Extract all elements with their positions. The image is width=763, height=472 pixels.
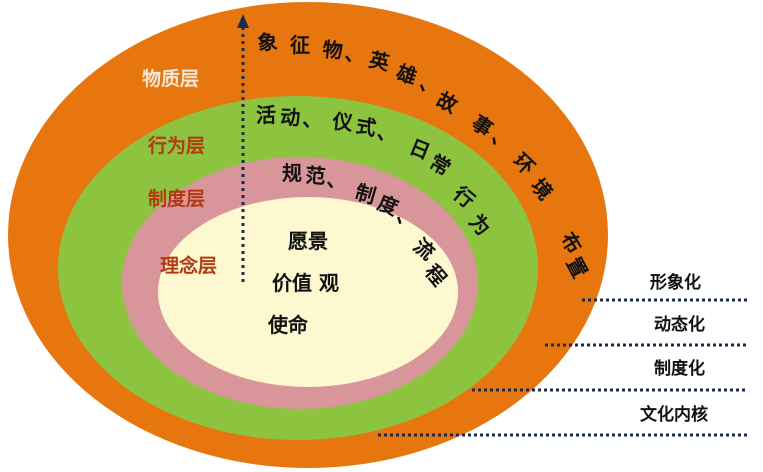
material-char: 象 [257,30,279,55]
values-text: 价值 观 [272,271,339,295]
concept-layer-content: 愿景 价值 观 使命 [267,229,339,337]
behavior-char: 活 [256,103,276,127]
tier-label-dynamic: 动态化 [654,314,705,335]
behavior-char: 动 [280,105,301,130]
material-char: 物 [321,37,343,63]
behavior-char: 仪 [330,109,354,135]
tier-labels: 形象化 动态化 制度化 文化内核 [378,272,748,437]
material-char: 、 [343,41,366,68]
behavior-layer-label: 行为层 [147,134,205,157]
institution-layer-label: 制度层 [148,187,205,210]
arrow-up-icon [237,14,249,28]
behavior-char: 式 [354,113,378,140]
vision-text: 愿景 [288,229,328,253]
institution-char: 范 [305,163,327,188]
mission-text: 使命 [267,313,309,337]
institution-char: 、 [325,167,348,194]
tier-label-institutional: 制度化 [654,358,705,379]
material-char: 征 [290,33,310,57]
material-layer-label: 物质层 [142,67,199,90]
institution-char: 规 [282,161,302,185]
material-layer-content: 象 征 物 、 英 雄 、 故 事 、 环 境 布 置 [257,30,592,282]
concept-layer-label: 理念层 [160,254,217,277]
behavior-char: 、 [302,107,324,132]
tier-label-imagery: 形象化 [650,272,701,293]
concept-layer-ellipse [158,197,458,387]
tier-label-core: 文化内核 [640,404,708,425]
